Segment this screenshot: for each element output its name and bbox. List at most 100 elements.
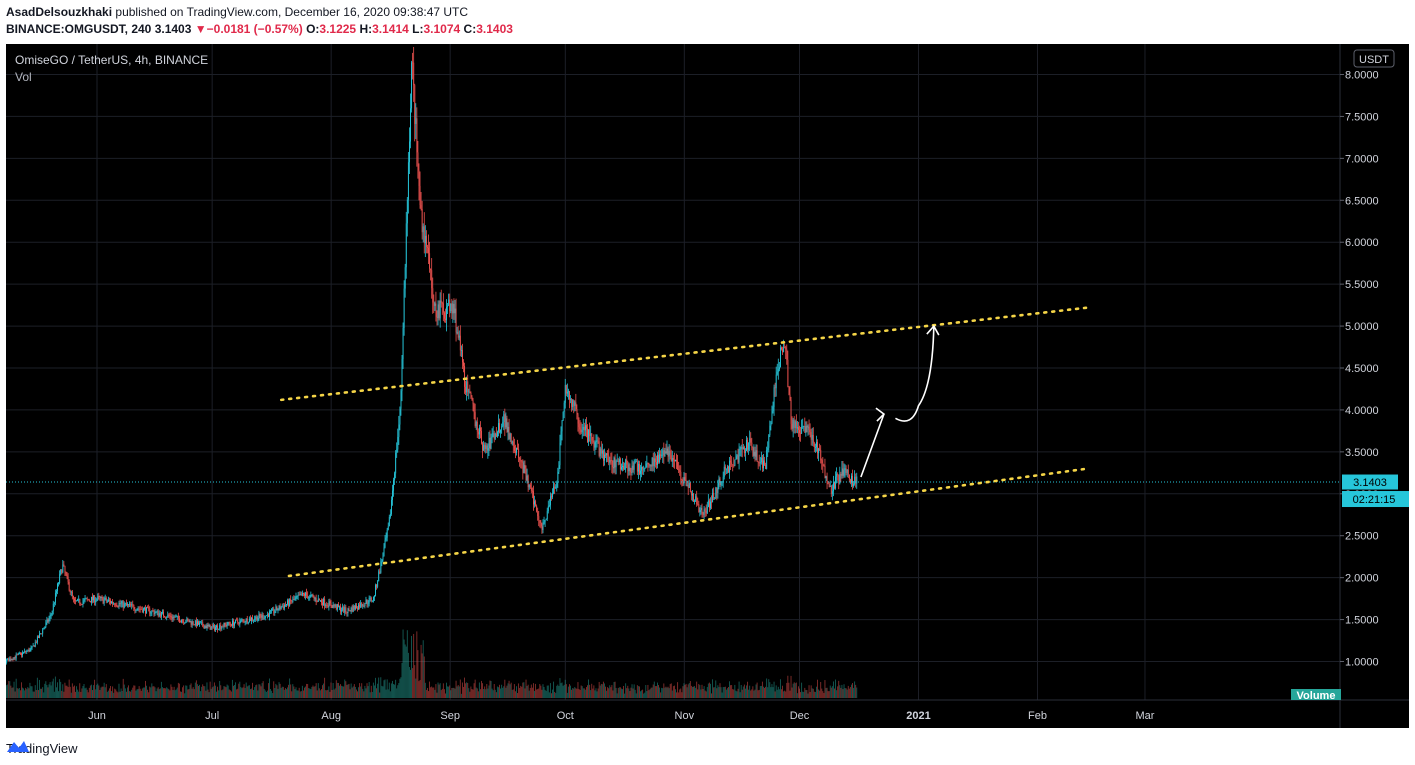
volume-bar	[619, 687, 621, 698]
candle-body	[560, 431, 562, 443]
candle-body	[152, 610, 154, 612]
candle-body	[615, 461, 617, 468]
volume-bar	[291, 691, 293, 698]
candle-body	[681, 479, 683, 482]
candle-body	[557, 471, 559, 482]
volume-indicator-label[interactable]: Vol	[15, 70, 32, 84]
volume-bar	[168, 689, 170, 698]
candle-body	[760, 457, 762, 463]
volume-bar	[552, 689, 553, 698]
candle-body	[202, 622, 204, 626]
candle-body	[117, 606, 119, 607]
volume-bar	[630, 687, 632, 698]
candle-body	[825, 476, 827, 479]
volume-bar	[419, 679, 421, 698]
volume-bar	[110, 685, 111, 698]
candle-body	[455, 308, 457, 333]
volume-bar	[83, 683, 85, 698]
open-value: 3.1225	[319, 22, 357, 36]
candle-body	[263, 617, 265, 619]
trendline-upper	[279, 306, 1089, 402]
volume-bar	[134, 685, 136, 698]
candle-body	[494, 433, 496, 439]
volume-bar	[163, 688, 164, 698]
volume-bar	[484, 686, 486, 698]
candle-body	[569, 391, 570, 400]
volume-bar	[800, 692, 802, 698]
volume-bar	[661, 687, 663, 698]
candle-body	[346, 612, 348, 613]
candle-body	[793, 419, 795, 428]
candle-body	[240, 619, 242, 621]
candle-body	[99, 596, 101, 598]
price-chart[interactable]: 8.00007.50007.00006.50006.00005.50005.00…	[6, 44, 1409, 728]
volume-bar	[309, 688, 311, 698]
candle-body	[611, 460, 613, 468]
candle-body	[77, 598, 79, 601]
volume-bar	[665, 686, 667, 698]
volume-bar	[257, 690, 259, 698]
candle-body	[579, 427, 581, 430]
candle-body	[737, 455, 739, 463]
candle-body	[114, 603, 116, 606]
candle-body	[598, 441, 600, 456]
candle-body	[260, 616, 262, 618]
volume-bar	[760, 685, 762, 698]
volume-bar	[458, 686, 460, 698]
candle-body	[350, 607, 352, 612]
candle-body	[190, 621, 192, 625]
candle-body	[703, 509, 705, 515]
candle-body	[650, 464, 652, 467]
candle-body	[39, 633, 40, 638]
currency-badge[interactable]: USDT	[1353, 49, 1395, 68]
candle-body	[238, 622, 240, 625]
volume-bar	[99, 689, 101, 698]
volume-bar	[94, 679, 96, 698]
candle-body	[706, 506, 708, 514]
volume-bar	[431, 686, 433, 698]
candle-body	[776, 371, 778, 375]
volume-bar	[507, 683, 509, 698]
candle-body	[47, 619, 49, 622]
candle-body	[227, 621, 229, 625]
candle-body	[317, 598, 319, 602]
candle-body	[789, 394, 791, 400]
candle-body	[219, 625, 221, 630]
candle-body	[116, 605, 118, 607]
candle-body	[331, 606, 333, 608]
volume-bar	[138, 686, 140, 698]
volume-bar	[125, 691, 127, 698]
candle-body	[728, 466, 729, 473]
annotation-arrow	[860, 326, 935, 478]
footer-brand[interactable]: TradingView	[6, 738, 78, 758]
candle-body	[636, 461, 638, 472]
volume-bar	[583, 688, 585, 698]
candle-body	[49, 615, 51, 619]
candle-body	[519, 458, 521, 461]
volume-bar	[743, 684, 745, 698]
candle-body	[228, 621, 230, 624]
volume-bar	[493, 684, 495, 698]
candle-body	[297, 594, 299, 597]
volume-bar	[511, 689, 513, 698]
candle-body	[592, 440, 594, 443]
candle-body	[84, 598, 86, 600]
candle-body	[144, 607, 145, 609]
volume-bar	[305, 686, 306, 698]
candle-body	[20, 653, 21, 654]
volume-bar	[88, 687, 90, 698]
chart-area[interactable]: 8.0000 7.5000 7.0000 6.5000 6.0000 5.5000 5.00…	[6, 44, 1409, 728]
candle-body	[164, 616, 166, 618]
volume-bar	[478, 682, 480, 698]
candle-body	[272, 608, 274, 610]
candle-body	[746, 440, 747, 451]
volume-bar	[524, 688, 526, 698]
volume-bar	[443, 689, 445, 698]
volume-bar	[68, 679, 70, 698]
candle-body	[517, 447, 519, 450]
candle-body	[252, 617, 254, 621]
volume-bar	[819, 690, 821, 698]
candle-body	[548, 505, 550, 507]
author-name[interactable]: AsadDelsouzkhaki	[6, 5, 113, 19]
volume-bar	[796, 693, 798, 698]
